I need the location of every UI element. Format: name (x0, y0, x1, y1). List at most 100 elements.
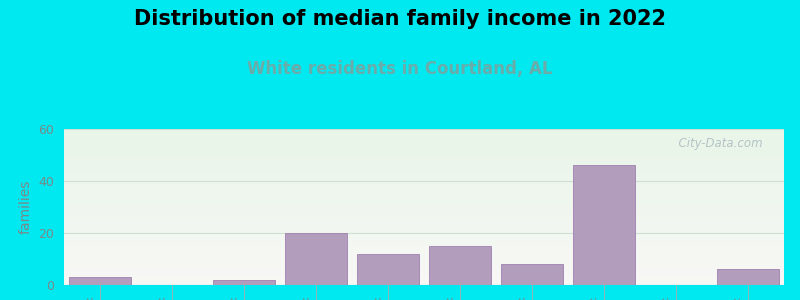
Bar (64, 218, 784, 219)
Bar (64, 209, 784, 210)
Bar (64, 224, 784, 225)
Bar (64, 129, 784, 130)
Bar (64, 221, 784, 222)
Bar (64, 150, 784, 151)
Bar (64, 240, 784, 241)
Bar (64, 244, 784, 245)
Bar (64, 190, 784, 191)
Bar (64, 206, 784, 207)
Bar (64, 268, 784, 269)
Bar (64, 234, 784, 235)
Bar (64, 198, 784, 199)
Bar (64, 134, 784, 135)
Bar (64, 267, 784, 268)
Bar (64, 256, 784, 257)
Bar (64, 252, 784, 253)
Bar (64, 155, 784, 156)
Text: Distribution of median family income in 2022: Distribution of median family income in … (134, 9, 666, 29)
Bar (64, 133, 784, 134)
Bar (64, 263, 784, 264)
Bar (64, 154, 784, 155)
Bar (64, 275, 784, 276)
Bar (64, 205, 784, 206)
Bar (64, 231, 784, 232)
Bar (64, 165, 784, 166)
Bar (64, 156, 784, 157)
Bar (64, 177, 784, 178)
Bar (64, 237, 784, 238)
Bar (64, 266, 784, 267)
Bar (64, 181, 784, 182)
Bar (64, 147, 784, 148)
Bar (64, 253, 784, 254)
Bar (64, 261, 784, 262)
Bar (64, 174, 784, 175)
Bar (64, 217, 784, 218)
Bar (64, 274, 784, 275)
Bar (64, 278, 784, 279)
Bar (64, 262, 784, 263)
Bar (64, 185, 784, 186)
Bar (64, 148, 784, 149)
Bar (64, 214, 784, 215)
Bar (64, 138, 784, 139)
Bar (70, 277, 130, 285)
Bar (64, 193, 784, 194)
Bar (64, 153, 784, 154)
Bar (64, 212, 784, 213)
Bar (64, 189, 784, 190)
Bar (64, 211, 784, 212)
Bar (64, 164, 784, 165)
Bar (64, 276, 784, 277)
Bar (64, 258, 784, 259)
Bar (64, 238, 784, 239)
Bar (64, 232, 784, 233)
Bar (64, 242, 784, 243)
Bar (64, 233, 784, 234)
Bar (64, 197, 784, 198)
Bar (64, 196, 784, 197)
Bar (64, 269, 784, 270)
Bar (64, 222, 784, 223)
Bar (64, 249, 784, 250)
Bar (64, 159, 784, 160)
Bar (64, 158, 784, 159)
Bar (718, 269, 778, 285)
Bar (64, 282, 784, 283)
Bar (64, 151, 784, 152)
Bar (64, 203, 784, 204)
Bar (64, 194, 784, 195)
Bar (64, 223, 784, 224)
Bar (64, 179, 784, 180)
Bar (64, 167, 784, 168)
Bar (64, 264, 784, 265)
Bar (64, 208, 784, 209)
Bar (64, 271, 784, 272)
Bar (64, 192, 784, 193)
Bar (64, 168, 784, 169)
Bar (64, 215, 784, 216)
Bar (64, 204, 784, 205)
Bar (64, 130, 784, 131)
Bar (64, 201, 784, 202)
Bar (64, 160, 784, 161)
Bar (64, 265, 784, 266)
Bar (64, 187, 784, 188)
Bar (64, 144, 784, 145)
Bar (64, 200, 784, 201)
Bar (64, 183, 784, 184)
Bar (64, 239, 784, 240)
Bar (64, 146, 784, 147)
Bar (64, 139, 784, 140)
Bar (64, 259, 784, 260)
Bar (64, 137, 784, 138)
Bar (64, 280, 784, 281)
Bar (574, 165, 634, 285)
Bar (64, 163, 784, 164)
Bar (64, 169, 784, 170)
Bar (64, 173, 784, 174)
Bar (64, 246, 784, 247)
Bar (64, 260, 784, 261)
Bar (64, 226, 784, 227)
Bar (64, 230, 784, 231)
